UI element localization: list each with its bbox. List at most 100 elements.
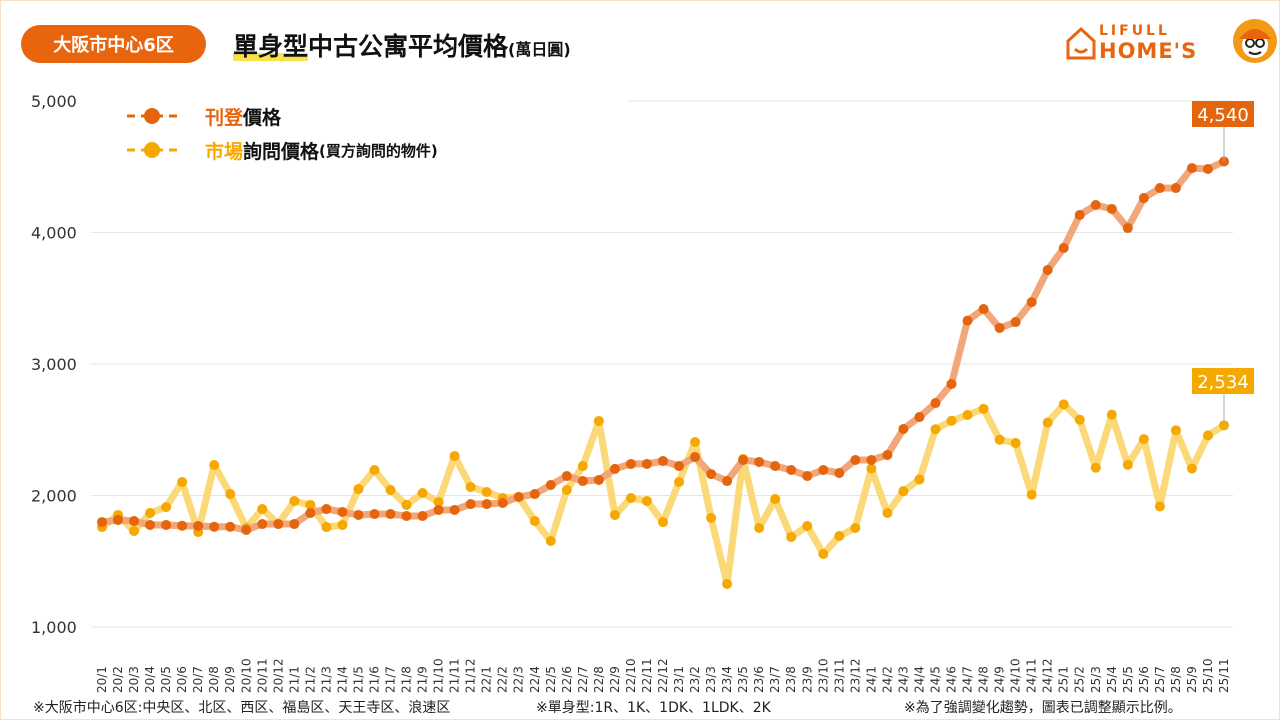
x-tick-label: 25/7 [1153, 666, 1167, 693]
listing-point [337, 506, 348, 517]
listing-point [513, 491, 524, 502]
listing-point [433, 504, 444, 515]
listing-point [674, 461, 685, 472]
listing-point [1138, 193, 1149, 204]
listing-point [497, 497, 508, 508]
inquiry-point [593, 415, 604, 426]
inquiry-point [962, 410, 973, 421]
inquiry-point [1186, 463, 1197, 474]
listing-point [625, 458, 636, 469]
inquiry-point [609, 509, 620, 520]
listing-point [1058, 243, 1069, 254]
x-tick-label: 20/8 [207, 666, 221, 693]
inquiry-point [1154, 501, 1165, 512]
inquiry-point [385, 484, 396, 495]
inquiry-point [1010, 438, 1021, 449]
listing-point [962, 315, 973, 326]
listing-point [1026, 297, 1037, 308]
listing-point [353, 509, 364, 520]
x-tick-label: 22/8 [592, 666, 606, 693]
inquiry-point [802, 521, 813, 532]
x-tick-label: 25/3 [1089, 666, 1103, 693]
x-tick-label: 23/1 [672, 666, 686, 693]
inquiry-point [786, 532, 797, 543]
legend-inquiry-text: 詢問價格 [243, 140, 320, 163]
x-tick-label: 25/4 [1105, 666, 1119, 693]
x-tick-label: 23/10 [816, 658, 830, 693]
listing-point [321, 504, 332, 515]
inquiry-point [225, 489, 236, 500]
house-icon [1066, 26, 1096, 60]
listing-point [561, 471, 572, 482]
listing-point [273, 519, 284, 530]
title-highlight: 單身型 [233, 32, 309, 61]
x-tick-label: 22/7 [576, 666, 590, 693]
inquiry-point [417, 488, 428, 499]
inquiry-point [545, 535, 556, 546]
listing-point [738, 454, 749, 465]
listing-point [914, 411, 925, 422]
inquiry-end-label: 2,534 [1197, 372, 1249, 393]
x-tick-label: 24/2 [880, 666, 894, 693]
listing-point [545, 479, 556, 490]
x-tick-label: 22/10 [624, 658, 638, 693]
inquiry-point [337, 519, 348, 530]
listing-point [177, 520, 188, 531]
listing-point [898, 423, 909, 434]
x-tick-label: 22/3 [512, 666, 526, 693]
listing-point [289, 519, 300, 530]
listing-point [145, 519, 156, 530]
listing-price-line [101, 158, 1226, 534]
x-tick-label: 25/11 [1217, 658, 1231, 693]
x-tick-label: 24/12 [1041, 658, 1055, 693]
inquiry-point [994, 434, 1005, 445]
listing-point [113, 514, 124, 525]
x-tick-label: 23/3 [704, 666, 718, 693]
x-tick-label: 24/5 [928, 666, 942, 693]
listing-point [850, 454, 861, 465]
x-tick-label: 21/6 [367, 666, 381, 693]
x-tick-label: 21/11 [448, 658, 462, 693]
inquiry-point [401, 499, 412, 510]
inquiry-point [866, 463, 877, 474]
listing-point [754, 456, 765, 467]
listing-point [577, 476, 588, 487]
inquiry-point [706, 512, 717, 523]
end-label-box [1192, 101, 1254, 127]
x-tick-label: 24/9 [993, 666, 1007, 693]
inquiry-point [1090, 462, 1101, 473]
region-badge: 大阪市中心6区 [21, 25, 206, 63]
listing-point [385, 509, 396, 520]
inquiry-point [1122, 459, 1133, 470]
inquiry-point [481, 486, 492, 497]
inquiry-point [529, 516, 540, 527]
listing-point [401, 511, 412, 522]
x-tick-label: 20/2 [111, 666, 125, 693]
legend-item-inquiry: 市場 詢問價格 (買方詢問的物件) [127, 133, 438, 167]
inquiry-point [1138, 434, 1149, 445]
x-tick-label: 23/4 [720, 666, 734, 693]
listing-point [1042, 264, 1053, 275]
inquiry-point [145, 507, 156, 518]
x-tick-label: 21/5 [351, 666, 365, 693]
listing-point [722, 476, 733, 487]
inquiry-point [882, 507, 893, 518]
x-tick-label: 23/5 [736, 666, 750, 693]
x-tick-label: 23/2 [688, 666, 702, 693]
listing-point [257, 519, 268, 530]
x-tick-label: 20/9 [223, 666, 237, 693]
listing-point [834, 468, 845, 479]
inquiry-point [818, 549, 829, 560]
x-tick-label: 21/8 [400, 666, 414, 693]
x-tick-label: 22/2 [496, 666, 510, 693]
inquiry-point [433, 497, 444, 508]
inquiry-point [321, 522, 332, 533]
listing-point [369, 509, 380, 520]
inquiry-point [625, 492, 636, 503]
inquiry-point [930, 424, 941, 435]
listing-marker-icon [127, 108, 177, 124]
y-tick-label: 5,000 [31, 92, 77, 111]
inquiry-point [754, 522, 765, 533]
listing-point [609, 463, 620, 474]
listing-point [994, 322, 1005, 333]
